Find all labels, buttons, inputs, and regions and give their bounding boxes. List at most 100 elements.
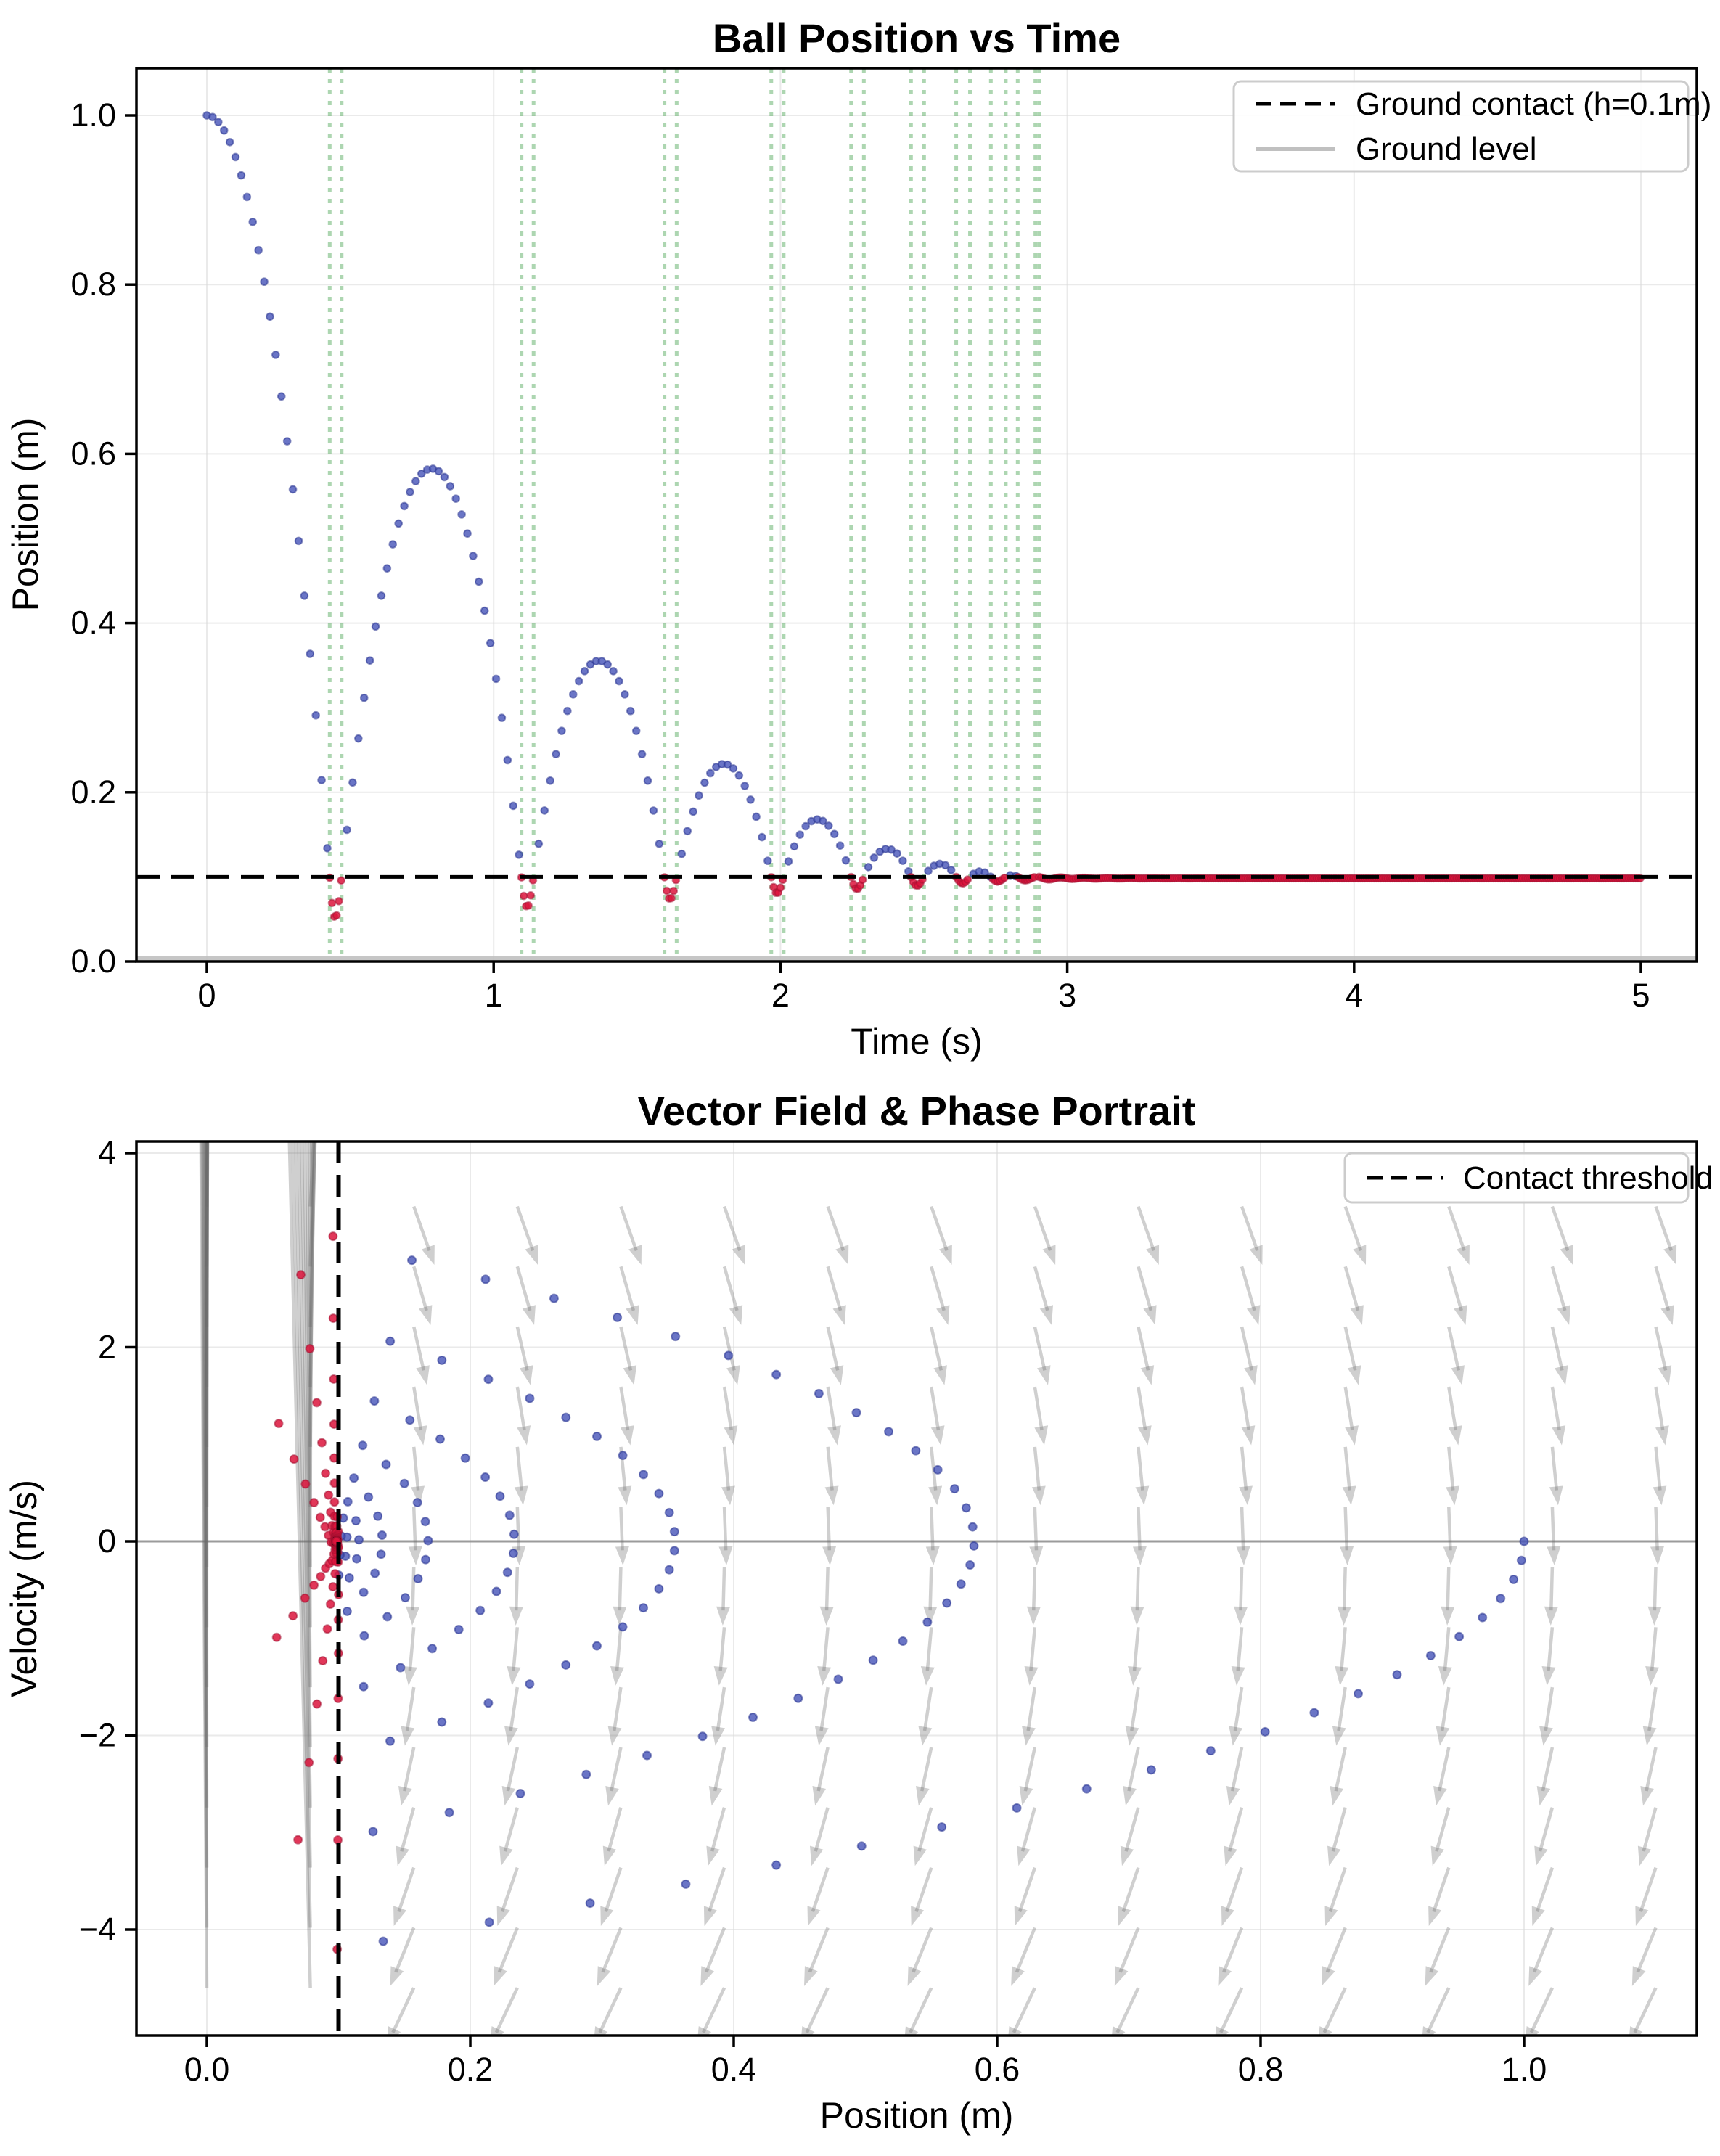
vector-arrow-shaft [308, 1141, 314, 1507]
phase-flight-dot [351, 1554, 361, 1564]
axes-spines [135, 67, 1698, 963]
vector-arrow-shaft [925, 1627, 933, 1671]
phase-flight-dot [911, 1446, 921, 1456]
phase-contact-dot [274, 1419, 284, 1429]
vector-arrow-shaft [1115, 1987, 1140, 2033]
vector-arrow-shaft [930, 1326, 943, 1371]
position-contact-dot [327, 898, 337, 908]
vector-arrow-head [1039, 1305, 1053, 1325]
vector-arrow-shaft [702, 1987, 726, 2033]
vector-arrow-head [1631, 1966, 1646, 1986]
phase-flight-dot [504, 1510, 515, 1520]
y-tick-label: 0.8 [70, 266, 116, 303]
phase-flight-dot [1519, 1536, 1529, 1546]
phase-flight-dot [359, 1681, 369, 1692]
vector-arrow-head [1146, 1245, 1160, 1266]
phase-contact-dot [309, 1498, 319, 1508]
vector-arrow-shaft [205, 1141, 209, 1207]
vector-arrow-shaft [411, 1386, 423, 1431]
vector-arrow-shaft [1432, 1866, 1451, 1913]
vector-arrow-shaft [1121, 1866, 1140, 1913]
vector-arrow-shaft [909, 1987, 933, 2033]
vector-arrow-shaft [1654, 1205, 1674, 1252]
phase-flight-dot [525, 1679, 535, 1689]
phase-flight-dot [697, 1731, 708, 1742]
vector-arrow-head [1653, 1485, 1667, 1506]
vector-arrow-shaft [205, 1141, 210, 1327]
vector-arrow-head [1353, 1245, 1367, 1266]
vector-arrow-shaft [1529, 1987, 1554, 2033]
vector-arrow-shaft [411, 1507, 417, 1551]
phase-flight-dot [460, 1453, 470, 1463]
vector-arrow-shaft [403, 1747, 416, 1792]
vector-arrow-shaft [515, 1507, 521, 1551]
phase-flight-dot [833, 1674, 843, 1684]
vector-arrow-head [1019, 1785, 1033, 1806]
phase-flight-dot [922, 1617, 933, 1627]
vector-arrow-shaft [1447, 1386, 1458, 1431]
phase-flight-dot [480, 1274, 491, 1284]
vector-arrow-shaft [1240, 1205, 1259, 1252]
vector-arrow-shaft [506, 1747, 520, 1792]
vector-arrow-shaft [1031, 1567, 1037, 1611]
vector-arrow-head [1451, 1365, 1465, 1385]
position-flight-dot [348, 778, 357, 787]
position-flight-dot [615, 676, 623, 686]
vector-arrow-head [594, 2026, 608, 2036]
vector-arrow-shaft [1017, 1866, 1036, 1913]
position-flight-dot [841, 856, 851, 865]
vector-arrow-head [1241, 1425, 1256, 1446]
vector-arrow-shaft [515, 1386, 526, 1431]
phase-flight-dot [1205, 1746, 1216, 1756]
vector-arrow-shaft [205, 1141, 210, 1267]
phase-contact-dot [293, 1835, 303, 1845]
position-flight-dot [260, 277, 269, 287]
vector-arrow-shaft [411, 1567, 416, 1611]
phase-contact-dot [325, 1599, 335, 1610]
vector-arrow-head [1123, 1785, 1137, 1806]
vector-arrow-head [1345, 1425, 1359, 1446]
vector-arrow-shaft [705, 1927, 726, 1973]
position-flight-dot [394, 519, 403, 528]
position-flight-dot [631, 726, 641, 735]
vector-arrow-head [830, 1365, 844, 1385]
phase-flight-dot [396, 1663, 406, 1673]
vector-arrow-shaft [1654, 1326, 1668, 1371]
phase-flight-dot [525, 1393, 535, 1403]
vector-arrow-head [1549, 1485, 1563, 1506]
phase-contact-dot [316, 1571, 326, 1581]
position-flight-dot [819, 816, 827, 826]
vector-arrow-shaft [615, 1627, 623, 1671]
phase-flight-dot [373, 1511, 383, 1521]
vector-arrow-head [1454, 1305, 1467, 1325]
y-tick-label: 4 [98, 1134, 116, 1171]
position-flight-dot [643, 776, 652, 785]
vector-arrow-head [832, 1305, 846, 1325]
phase-flight-dot [437, 1717, 447, 1727]
phase-contact-dot [328, 1313, 338, 1324]
vector-arrow-head [1663, 1245, 1677, 1266]
x-tick-label: 0.2 [448, 2051, 494, 2088]
y-tick-label: −4 [79, 1911, 116, 1948]
position-flight-dot [637, 750, 647, 759]
vector-arrow-head [1555, 1365, 1568, 1385]
phase-flight-dot [681, 1879, 691, 1889]
phase-flight-dot [856, 1841, 867, 1851]
position-flight-dot [801, 821, 810, 831]
legend-entry-label: Contact threshold [1463, 1160, 1713, 1196]
vector-arrow-shaft [1033, 1446, 1041, 1491]
vector-arrow-head [1342, 1485, 1356, 1506]
vector-arrow-head [706, 1845, 720, 1866]
position-flight-dot [706, 768, 715, 778]
bottom-chart-plot-area: 0.0 0.2 0.4 0.6 0.8 1.0 −4 −2 0 2 4 Contact thresho… [79, 1134, 1713, 2088]
position-flight-dot [271, 351, 280, 359]
position-flight-dot [288, 485, 298, 494]
phase-flight-dot [358, 1440, 368, 1451]
position-flight-dot [311, 710, 320, 720]
vector-arrow-shaft [824, 1567, 830, 1611]
vector-arrow-shaft [1544, 1686, 1555, 1731]
vector-arrow-shaft [819, 1686, 830, 1731]
position-flight-dot [552, 750, 560, 758]
vector-arrow-head [916, 1785, 930, 1806]
vector-arrow-shaft [1447, 1507, 1452, 1551]
